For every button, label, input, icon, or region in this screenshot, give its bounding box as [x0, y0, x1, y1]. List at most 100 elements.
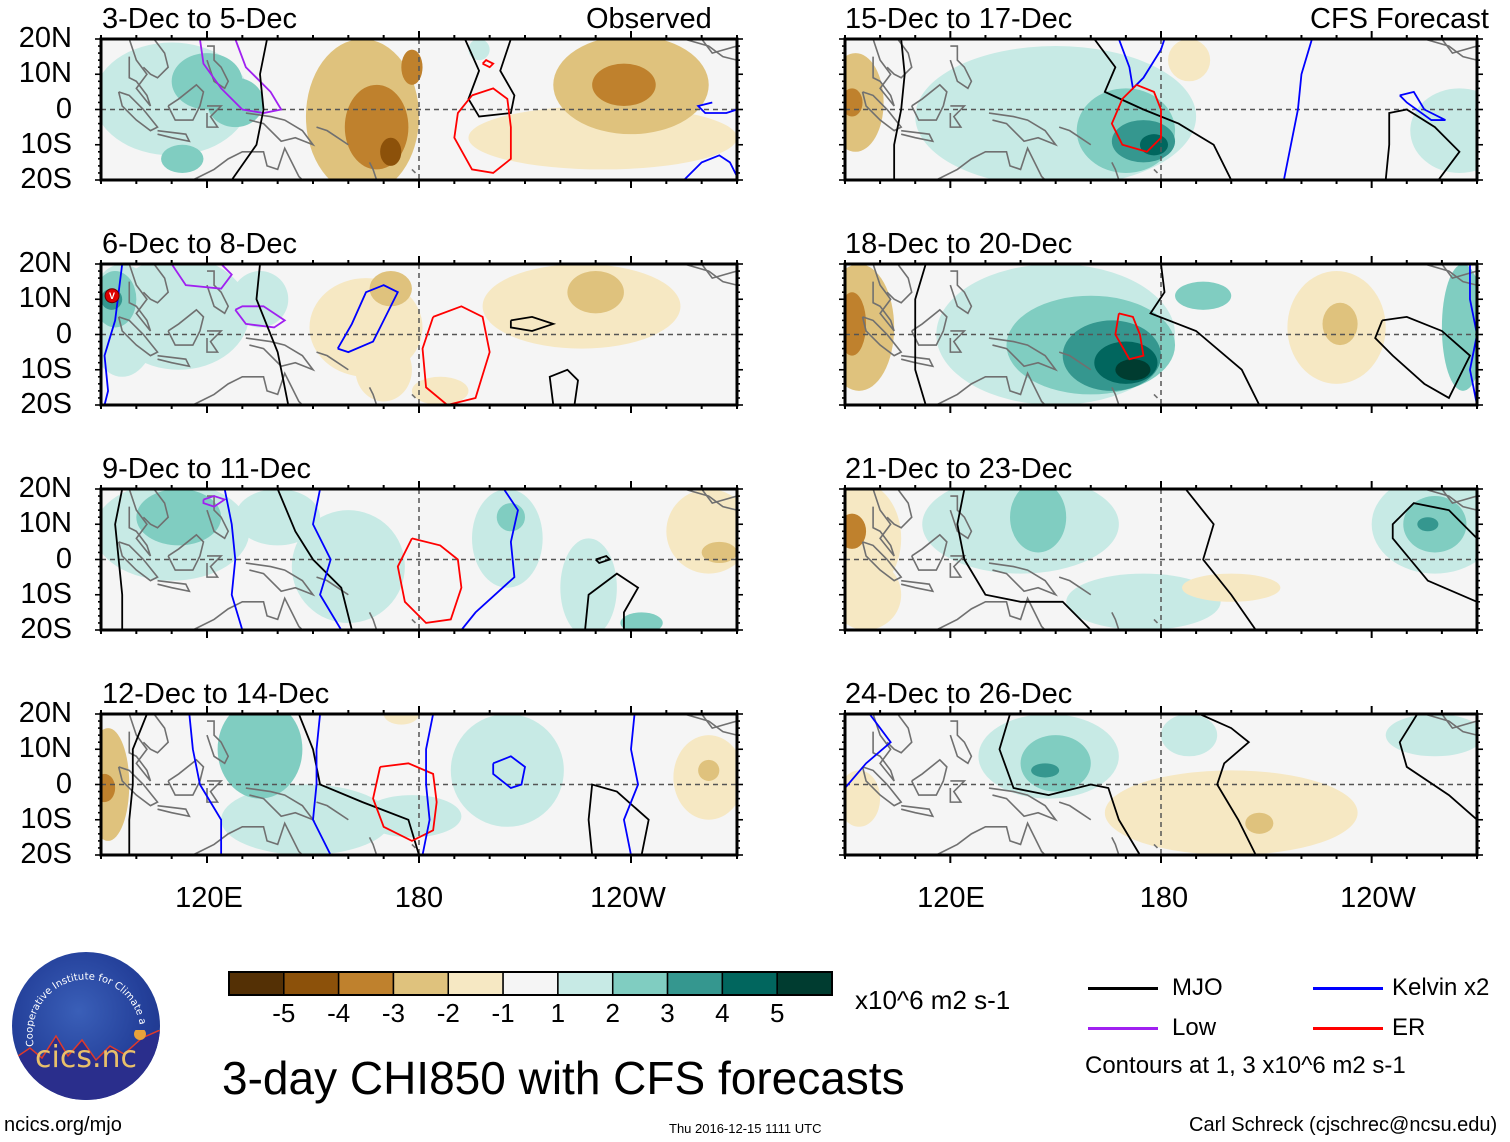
contour-er: [453, 87, 512, 174]
colorbar-segment: [721, 971, 778, 996]
contour-low: [202, 495, 227, 508]
colorbar-tick-label: -3: [381, 998, 406, 1028]
contour-er: [396, 537, 463, 624]
coastline: [988, 562, 1059, 597]
x-tick-label-left-120e: 120E: [175, 882, 243, 914]
logo-ring-text: Cooperative Institute for Climate and Sa…: [16, 956, 148, 1047]
coastline: [142, 39, 170, 79]
y-tick-label: 0: [55, 542, 72, 575]
colorbar-tick-label: -2: [436, 998, 460, 1028]
coastline: [861, 541, 903, 582]
contour-kelvin: [622, 714, 640, 855]
negative-anomaly-area: [101, 773, 116, 803]
panel-4: [95, 706, 743, 863]
positive-anomaly-area: [620, 612, 663, 630]
cics-logo: Cooperative Institute for Climate and Sa…: [12, 952, 160, 1100]
contour-low: [170, 264, 233, 290]
observed-label: Observed: [586, 3, 712, 35]
contour-low: [234, 305, 287, 329]
contour-kelvin: [460, 489, 519, 630]
coastline: [872, 39, 895, 107]
coastline: [191, 371, 303, 405]
coastline: [117, 766, 159, 807]
colorbar-units: x10^6 m2 s-1: [855, 985, 1011, 1015]
panel-title-2: 6-Dec to 8-Dec: [102, 228, 298, 260]
y-tick-label: 20N: [18, 472, 72, 504]
y-tick-label: 20N: [18, 247, 72, 279]
coastline: [1111, 837, 1120, 855]
coastline: [157, 354, 191, 368]
coastline: [949, 105, 967, 128]
site-url: ncics.org/mjo: [4, 1114, 122, 1136]
coastline: [949, 555, 967, 578]
coastline: [900, 354, 935, 368]
contour-mjo: [1398, 714, 1477, 821]
positive-anomaly-area: [235, 489, 321, 546]
positive-anomaly-area: [1010, 489, 1067, 553]
x-tick-label-right-180: 180: [1139, 882, 1189, 914]
colorbar-segment: [392, 971, 450, 996]
coastline: [1441, 714, 1477, 730]
coastline: [368, 612, 378, 630]
coastline: [117, 316, 159, 357]
coastline: [368, 162, 378, 180]
legend-line-er: [1313, 1027, 1383, 1030]
contour-mjo: [587, 783, 650, 855]
coastline: [128, 39, 152, 107]
contour-kelvin: [683, 154, 737, 180]
legend-line-mjo: [1088, 987, 1158, 990]
y-tick-label: 10S: [20, 352, 72, 385]
positive-anomaly-area: [136, 489, 222, 546]
colorbar-frame: [228, 971, 833, 996]
legend-label-mjo: MJO: [1172, 974, 1223, 1001]
panel-8: [839, 706, 1483, 863]
y-tick-label: 10S: [20, 577, 72, 610]
colorbar-tick-label: 1: [550, 998, 566, 1028]
coastline: [191, 596, 303, 630]
contour-kelvin: [188, 714, 223, 855]
negative-anomaly-area: [1182, 573, 1281, 602]
coastline: [206, 495, 230, 540]
y-tick-label: 20N: [18, 697, 72, 729]
positive-anomaly-area: [1031, 763, 1060, 778]
coastline: [206, 720, 230, 765]
negative-anomaly-area: [383, 714, 419, 725]
coastline: [157, 579, 191, 593]
positive-anomaly-area: [496, 503, 525, 532]
negative-anomaly-area: [698, 759, 720, 781]
coastline: [157, 129, 191, 143]
contour-mjo: [1093, 39, 1233, 180]
panel-title-1: 3-Dec to 5-Dec: [102, 3, 298, 35]
contour-kelvin: [421, 714, 435, 855]
contour-er: [1110, 83, 1162, 153]
y-tick-label: 0: [55, 767, 72, 800]
positive-anomaly-area: [108, 264, 250, 370]
positive-anomaly-area: [1417, 517, 1439, 532]
positive-anomaly-area: [231, 271, 289, 328]
y-tick-label: 10N: [18, 282, 72, 315]
legend-note: Contours at 1, 3 x10^6 m2 s-1: [1085, 1052, 1406, 1079]
contour-mjo: [128, 714, 148, 855]
coastline: [949, 45, 973, 90]
coastline: [167, 83, 205, 121]
positive-anomaly-area: [560, 538, 617, 630]
shaded-field: [845, 489, 1477, 630]
contour-mjo: [298, 714, 420, 855]
panel-6: [839, 256, 1483, 413]
negative-anomaly-area: [411, 376, 469, 405]
panel-title-3: 9-Dec to 11-Dec: [102, 453, 311, 485]
panel-1: [95, 31, 743, 188]
contour-mjo: [548, 368, 579, 405]
coastline: [117, 541, 159, 582]
coastline: [157, 804, 191, 818]
panel-title-6: 18-Dec to 20-Dec: [845, 228, 1073, 260]
coastline: [167, 533, 205, 571]
coastline: [701, 39, 737, 55]
y-tick-label: 20N: [18, 22, 72, 54]
x-tick-label-right-120w: 120W: [1340, 882, 1416, 914]
negative-anomaly-area: [101, 728, 130, 841]
contour-kelvin: [1283, 39, 1313, 180]
contour-kelvin: [1118, 39, 1166, 91]
coastline: [1153, 393, 1159, 399]
